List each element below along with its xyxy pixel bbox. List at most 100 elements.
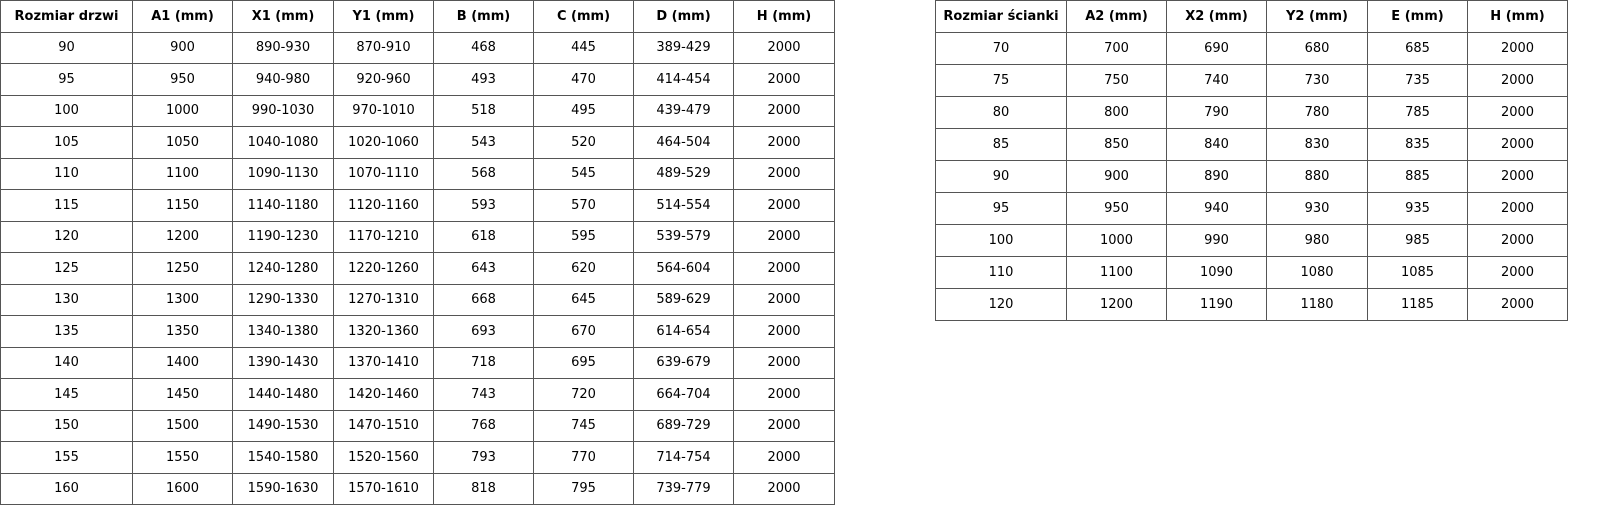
table-cell: 468 bbox=[433, 31, 534, 64]
table-cell: 125 bbox=[0, 252, 133, 285]
table-cell: 818 bbox=[433, 472, 534, 505]
table-cell: 1090 bbox=[1166, 256, 1267, 289]
column-header: D (mm) bbox=[633, 0, 734, 33]
table-cell: 880 bbox=[1266, 160, 1368, 193]
table-cell: 985 bbox=[1367, 224, 1468, 257]
table-cell: 90 bbox=[935, 160, 1067, 193]
column-header: C (mm) bbox=[533, 0, 634, 33]
table-cell: 489-529 bbox=[633, 157, 734, 190]
column-header: X1 (mm) bbox=[232, 0, 334, 33]
column-header: Y1 (mm) bbox=[333, 0, 434, 33]
table-cell: 593 bbox=[433, 189, 534, 222]
table-cell: 150 bbox=[0, 409, 133, 442]
table-row: 90 900 890-930 870-910 468 445 389-429 2000 bbox=[0, 31, 835, 64]
table-cell: 570 bbox=[533, 189, 634, 222]
column-header: Rozmiar drzwi bbox=[0, 0, 133, 33]
table-cell: 100 bbox=[935, 224, 1067, 257]
table-cell: 2000 bbox=[733, 346, 835, 379]
table-cell: 2000 bbox=[1467, 288, 1568, 321]
table-cell: 1120-1160 bbox=[333, 189, 434, 222]
table-cell: 135 bbox=[0, 315, 133, 348]
table-cell: 595 bbox=[533, 220, 634, 253]
table-cell: 795 bbox=[533, 472, 634, 505]
table-cell: 2000 bbox=[733, 472, 835, 505]
table-cell: 1440-1480 bbox=[232, 378, 334, 411]
table-cell: 870-910 bbox=[333, 31, 434, 64]
table-cell: 2000 bbox=[1467, 256, 1568, 289]
table-cell: 514-554 bbox=[633, 189, 734, 222]
table-cell: 2000 bbox=[733, 409, 835, 442]
table-cell: 690 bbox=[1166, 32, 1267, 65]
table-cell: 950 bbox=[1066, 192, 1167, 225]
table-cell: 1450 bbox=[132, 378, 233, 411]
table-row: 70 700 690 680 685 2000 bbox=[935, 32, 1568, 65]
table-row: 100 1000 990-1030 970-1010 518 495 439-479 2000 bbox=[0, 94, 835, 127]
table-cell: 1540-1580 bbox=[232, 441, 334, 474]
table-cell: 1300 bbox=[132, 283, 233, 316]
table-cell: 780 bbox=[1266, 96, 1368, 129]
table-cell: 115 bbox=[0, 189, 133, 222]
table-cell: 2000 bbox=[733, 157, 835, 190]
table-cell: 970-1010 bbox=[333, 94, 434, 127]
table-cell: 930 bbox=[1266, 192, 1368, 225]
table-cell: 568 bbox=[433, 157, 534, 190]
table-cell: 2000 bbox=[733, 189, 835, 222]
table-cell: 1090-1130 bbox=[232, 157, 334, 190]
table-cell: 389-429 bbox=[633, 31, 734, 64]
table-cell: 145 bbox=[0, 378, 133, 411]
table-cell: 695 bbox=[533, 346, 634, 379]
table-cell: 495 bbox=[533, 94, 634, 127]
table-cell: 718 bbox=[433, 346, 534, 379]
table-cell: 95 bbox=[0, 63, 133, 96]
table-cell: 643 bbox=[433, 252, 534, 285]
table-cell: 835 bbox=[1367, 128, 1468, 161]
table-cell: 140 bbox=[0, 346, 133, 379]
table-cell: 1080 bbox=[1266, 256, 1368, 289]
table-cell: 739-779 bbox=[633, 472, 734, 505]
table-row: 140 1400 1390-1430 1370-1410 718 695 639-679 20… bbox=[0, 346, 835, 379]
table-cell: 1520-1560 bbox=[333, 441, 434, 474]
table-cell: 1550 bbox=[132, 441, 233, 474]
column-header: A2 (mm) bbox=[1066, 0, 1167, 33]
column-header: H (mm) bbox=[1467, 0, 1568, 33]
table-cell: 90 bbox=[0, 31, 133, 64]
table-cell: 1180 bbox=[1266, 288, 1368, 321]
table-cell: 980 bbox=[1266, 224, 1368, 257]
table-cell: 1185 bbox=[1367, 288, 1468, 321]
door-dimensions-table: Rozmiar drzwi A1 (mm) X1 (mm) Y1 (mm) B (mm)… bbox=[0, 0, 835, 505]
table-cell: 645 bbox=[533, 283, 634, 316]
column-header: Rozmiar ścianki bbox=[935, 0, 1067, 33]
table-cell: 445 bbox=[533, 31, 634, 64]
table-row: 135 1350 1340-1380 1320-1360 693 670 614-654 20… bbox=[0, 315, 835, 348]
table-cell: 2000 bbox=[733, 441, 835, 474]
table-cell: 1270-1310 bbox=[333, 283, 434, 316]
table-cell: 1050 bbox=[132, 126, 233, 159]
table-cell: 75 bbox=[935, 64, 1067, 97]
table-cell: 1350 bbox=[132, 315, 233, 348]
table-cell: 464-504 bbox=[633, 126, 734, 159]
table-cell: 2000 bbox=[1467, 160, 1568, 193]
table-row: 75 750 740 730 735 2000 bbox=[935, 64, 1568, 97]
table-cell: 664-704 bbox=[633, 378, 734, 411]
table-cell: 2000 bbox=[733, 283, 835, 316]
table-cell: 2000 bbox=[1467, 192, 1568, 225]
table-cell: 714-754 bbox=[633, 441, 734, 474]
table-cell: 2000 bbox=[1467, 96, 1568, 129]
header-row: Rozmiar ścianki A2 (mm) X2 (mm) Y2 (mm) E (m… bbox=[935, 0, 1568, 33]
table-cell: 700 bbox=[1066, 32, 1167, 65]
table-cell: 1500 bbox=[132, 409, 233, 442]
table-cell: 890-930 bbox=[232, 31, 334, 64]
table-cell: 840 bbox=[1166, 128, 1267, 161]
wall-panel-dimensions-table: Rozmiar ścianki A2 (mm) X2 (mm) Y2 (mm) E (m… bbox=[935, 0, 1568, 321]
table-cell: 120 bbox=[935, 288, 1067, 321]
table-row: 105 1050 1040-1080 1020-1060 543 520 464-504 20… bbox=[0, 126, 835, 159]
table-cell: 735 bbox=[1367, 64, 1468, 97]
table-cell: 1600 bbox=[132, 472, 233, 505]
table-cell: 1140-1180 bbox=[232, 189, 334, 222]
table-row: 95 950 940 930 935 2000 bbox=[935, 192, 1568, 225]
table-cell: 1570-1610 bbox=[333, 472, 434, 505]
table-cell: 1370-1410 bbox=[333, 346, 434, 379]
table-cell: 520 bbox=[533, 126, 634, 159]
table-row: 85 850 840 830 835 2000 bbox=[935, 128, 1568, 161]
table-cell: 618 bbox=[433, 220, 534, 253]
